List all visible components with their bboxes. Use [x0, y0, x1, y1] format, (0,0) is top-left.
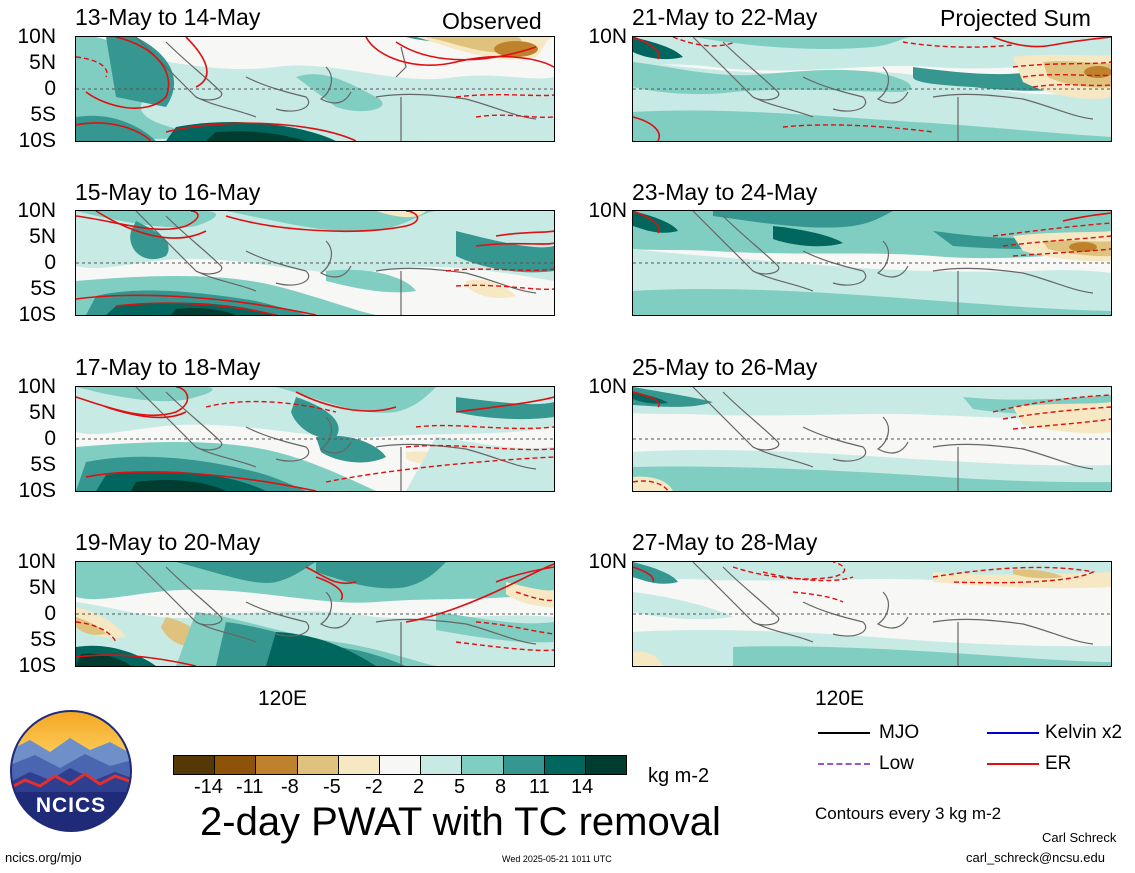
contour-note: Contours every 3 kg m-2: [815, 804, 1002, 823]
panel-date-l1: 13-May to 14-May: [75, 4, 261, 30]
lat-5n-l3: 5N: [29, 401, 56, 424]
colorbar-swatch-4: [297, 756, 339, 774]
legend-line-low: [818, 763, 870, 765]
lat-0-l2: 0: [44, 251, 56, 274]
lat-10n-r4: 10N: [588, 550, 627, 573]
colorbar-swatch-10: [544, 756, 586, 774]
lat-10n-l1: 10N: [17, 25, 56, 48]
author-name: Carl Schreck: [1042, 830, 1117, 845]
map-panel-l1: [75, 36, 555, 142]
lat-10n-l2: 10N: [17, 199, 56, 222]
map-panel-l2: [75, 210, 555, 316]
author-email[interactable]: carl_schreck@ncsu.edu: [966, 850, 1105, 865]
site-url[interactable]: ncics.org/mjo: [5, 850, 82, 865]
legend-line-er: [987, 763, 1039, 765]
colorbar-label: 5: [454, 776, 466, 798]
colorbar-label: -11: [236, 776, 264, 798]
panel-date-r3: 25-May to 26-May: [632, 354, 818, 380]
legend-label-er: ER: [1045, 753, 1072, 774]
main-title: 2-day PWAT with TC removal: [200, 800, 721, 844]
colorbar-swatch-11: [585, 756, 627, 774]
panel-date-l3: 17-May to 18-May: [75, 354, 261, 380]
legend: MJO Kelvin x2 Low ER: [815, 722, 1122, 782]
lat-10n-r3: 10N: [588, 375, 627, 398]
lat-5n-l2: 5N: [29, 225, 56, 248]
panel-date-r1: 21-May to 22-May: [632, 4, 818, 30]
colorbar-label: 8: [495, 776, 507, 798]
observed-header: Observed: [442, 8, 542, 34]
colorbar-swatch-3: [256, 756, 298, 774]
colorbar-swatch-6: [379, 756, 422, 774]
colorbar-swatch-7: [421, 756, 463, 774]
colorbar-label: -8: [281, 776, 299, 798]
legend-line-kelvin: [987, 732, 1039, 734]
lat-0-l1: 0: [44, 77, 56, 100]
map-panel-r3: [632, 386, 1112, 492]
legend-label-kelvin: Kelvin x2: [1045, 722, 1123, 743]
colorbar: [173, 755, 627, 775]
colorbar-swatch-8: [462, 756, 504, 774]
lat-10s-l1: 10S: [18, 129, 56, 152]
lat-5n-l4: 5N: [29, 576, 56, 599]
lon-label-left: 120E: [258, 687, 308, 710]
map-panel-l4: [75, 561, 555, 667]
colorbar-swatch-1: [174, 756, 216, 774]
colorbar-label: 2: [413, 776, 425, 798]
colorbar-label: 14: [571, 776, 594, 798]
colorbar-swatch-5: [338, 756, 380, 774]
lon-label-right: 120E: [815, 687, 865, 710]
map-panel-r1: [632, 36, 1112, 142]
panel-date-r4: 27-May to 28-May: [632, 529, 818, 555]
map-panel-r2: [632, 210, 1112, 316]
colorbar-label: -14: [194, 776, 223, 798]
legend-label-low: Low: [879, 753, 914, 774]
colorbar-units: kg m-2: [648, 765, 710, 787]
colorbar-label: -5: [323, 776, 341, 798]
colorbar-labels: -14 -11 -8 -5 -2 2 5 8 11 14: [173, 777, 627, 801]
panel-date-l2: 15-May to 16-May: [75, 179, 261, 205]
lat-0-l3: 0: [44, 427, 56, 450]
lat-5n-l1: 5N: [29, 51, 56, 74]
legend-label-mjo: MJO: [879, 722, 920, 743]
ncics-logo: NCICS: [10, 710, 132, 832]
lat-10n-l3: 10N: [17, 375, 56, 398]
map-panel-l3: [75, 386, 555, 492]
legend-line-mjo: [818, 732, 870, 734]
lat-5s-l1: 5S: [30, 103, 56, 126]
lat-10n-r1: 10N: [588, 25, 627, 48]
lat-10n-l4: 10N: [17, 550, 56, 573]
lat-5s-l3: 5S: [30, 453, 56, 476]
map-panel-r4: [632, 561, 1112, 667]
lat-5s-l4: 5S: [30, 628, 56, 651]
lat-10n-r2: 10N: [588, 199, 627, 222]
panel-date-r2: 23-May to 24-May: [632, 179, 818, 205]
colorbar-label: -2: [365, 776, 383, 798]
lat-10s-l2: 10S: [18, 303, 56, 326]
colorbar-swatch-2: [215, 756, 257, 774]
colorbar-swatch-9: [503, 756, 545, 774]
lat-10s-l4: 10S: [18, 654, 56, 677]
timestamp: Wed 2025-05-21 1011 UTC: [502, 854, 612, 864]
panel-date-l4: 19-May to 20-May: [75, 529, 261, 555]
lat-0-l4: 0: [44, 602, 56, 625]
projected-sum-header: Projected Sum: [940, 5, 1091, 31]
logo-text: NCICS: [35, 794, 107, 817]
lat-10s-l3: 10S: [18, 479, 56, 502]
lat-5s-l2: 5S: [30, 277, 56, 300]
colorbar-label: 11: [529, 776, 550, 798]
